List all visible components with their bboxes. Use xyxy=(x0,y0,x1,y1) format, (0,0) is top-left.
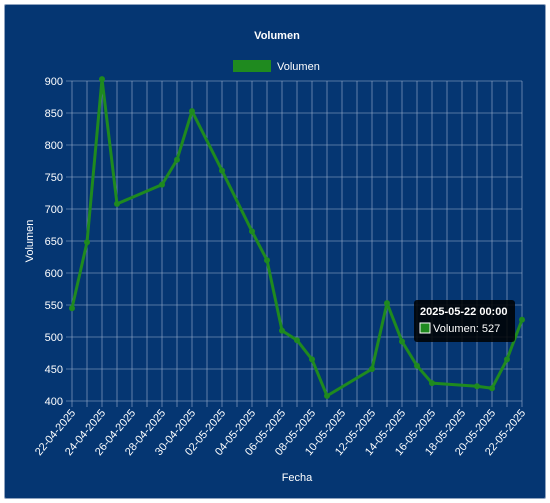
tooltip-value: Volumen: 527 xyxy=(433,323,500,335)
data-point[interactable] xyxy=(294,337,300,344)
data-point[interactable] xyxy=(489,385,495,392)
data-point[interactable] xyxy=(414,362,420,369)
y-axis-title: Volumen xyxy=(24,220,36,263)
data-point[interactable] xyxy=(99,76,105,83)
data-point[interactable] xyxy=(504,356,510,363)
y-tick-label: 850 xyxy=(45,108,63,120)
y-tick-label: 650 xyxy=(45,236,63,248)
y-tick-label: 400 xyxy=(45,396,63,408)
chart-title: Volumen xyxy=(254,30,300,42)
data-point[interactable] xyxy=(264,257,270,264)
y-tick-label: 450 xyxy=(45,364,63,376)
data-point[interactable] xyxy=(324,392,330,399)
data-point[interactable] xyxy=(189,108,195,115)
data-point[interactable] xyxy=(114,200,120,207)
data-point[interactable] xyxy=(369,366,375,372)
data-point[interactable] xyxy=(519,316,525,323)
data-point[interactable] xyxy=(279,327,285,334)
series-volumen xyxy=(69,76,525,399)
legend[interactable]: Volumen xyxy=(233,60,320,73)
legend-swatch xyxy=(233,60,271,72)
tooltip-box xyxy=(414,300,515,342)
data-point[interactable] xyxy=(309,356,315,363)
y-tick-label: 500 xyxy=(45,332,63,344)
y-tick-label: 700 xyxy=(45,204,63,216)
legend-label: Volumen xyxy=(277,61,320,73)
data-point[interactable] xyxy=(429,380,435,387)
tooltip-title: 2025-05-22 00:00 xyxy=(420,306,507,318)
data-point[interactable] xyxy=(159,181,165,188)
data-point[interactable] xyxy=(474,383,480,390)
tooltip-swatch xyxy=(419,322,431,334)
x-axis-ticks: 22-04-202524-04-202526-04-202528-04-2025… xyxy=(33,407,528,458)
y-tick-label: 800 xyxy=(45,140,63,152)
y-tick-label: 600 xyxy=(45,268,63,280)
chart-panel xyxy=(4,4,546,499)
data-point[interactable] xyxy=(399,338,405,345)
data-point[interactable] xyxy=(384,300,390,307)
data-point[interactable] xyxy=(84,239,90,246)
y-tick-label: 550 xyxy=(45,300,63,312)
y-grid xyxy=(66,80,522,402)
data-point[interactable] xyxy=(174,156,180,163)
tooltip: 2025-05-22 00:00 Volumen: 527 xyxy=(414,300,515,342)
x-grid xyxy=(71,81,523,407)
y-tick-label: 900 xyxy=(45,76,63,88)
data-point[interactable] xyxy=(69,305,75,312)
y-axis-ticks: 400 450 500 550 600 650 700 750 800 850 900 xyxy=(45,76,63,408)
y-tick-label: 750 xyxy=(45,172,63,184)
x-axis-title: Fecha xyxy=(282,472,313,484)
data-point[interactable] xyxy=(219,167,225,174)
data-point[interactable] xyxy=(249,228,255,235)
